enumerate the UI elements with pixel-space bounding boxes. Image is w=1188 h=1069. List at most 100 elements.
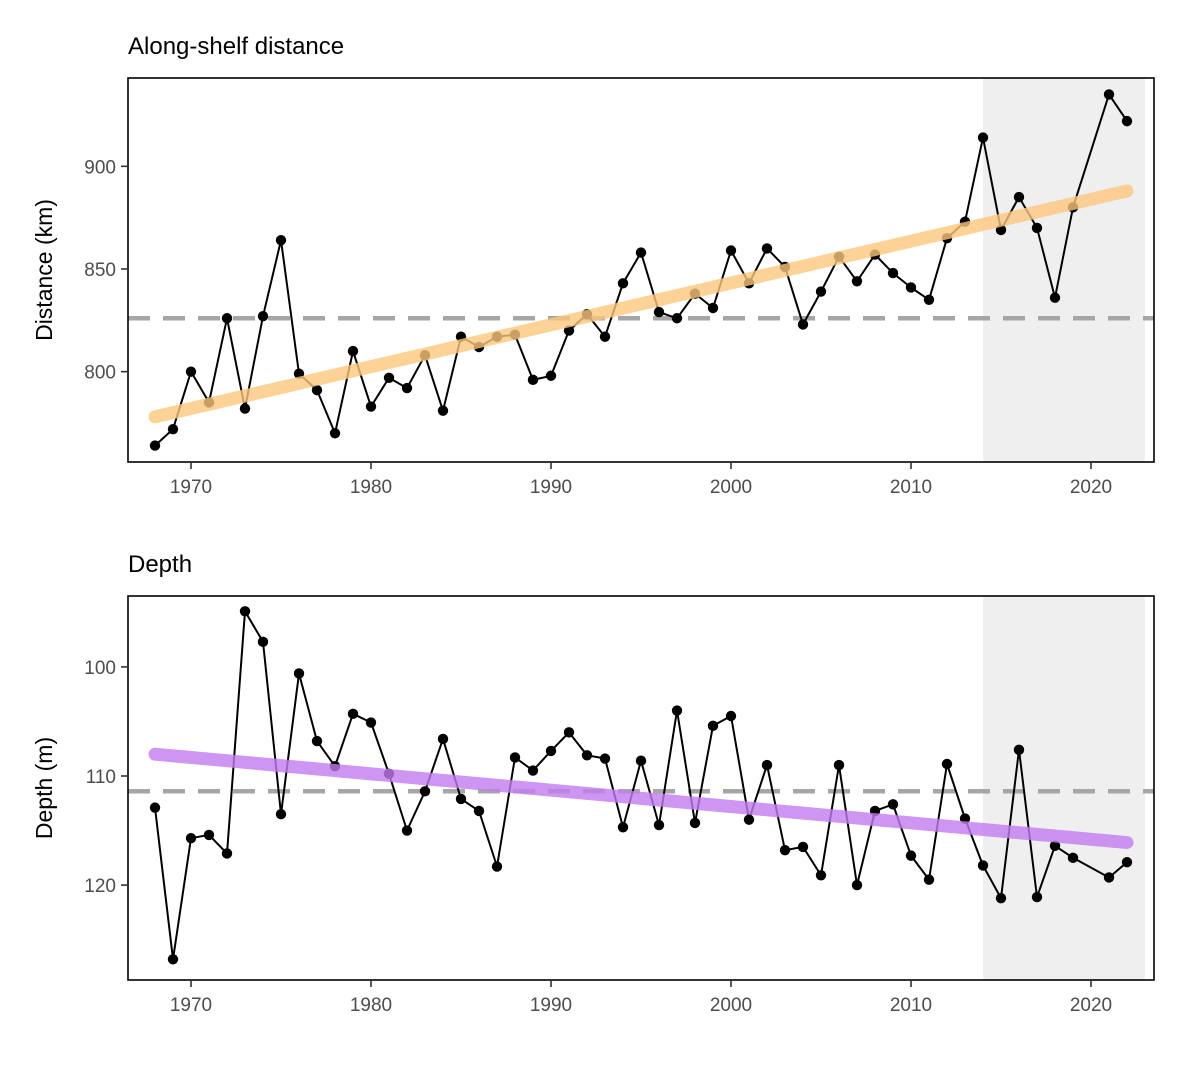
distance-point-2022 [1121,115,1133,127]
distance-point-1997 [671,313,683,324]
depth-point-1999 [707,720,719,732]
distance-point-1995 [635,247,647,258]
distance-point-1991 [563,325,575,336]
depth-point-1995 [635,755,647,766]
depth-point-2018 [1049,840,1061,852]
distance-point-1968 [149,440,161,451]
depth-point-1969 [167,954,179,965]
distance-point-1979 [347,345,359,357]
depth-x-tick-label-1990: 1990 [530,995,572,1016]
distance-x-tick-label-1970: 1970 [170,477,212,498]
depth-point-2015 [995,892,1007,904]
depth-plot-area [128,596,1154,980]
depth-y-tick-label-100: 100 [84,658,116,679]
distance-y-tick-label-800: 800 [84,363,116,384]
depth-point-1983 [419,786,431,797]
distance-point-1975 [275,235,287,246]
distance-point-1984 [437,405,449,416]
distance-point-2021 [1103,89,1115,100]
depth-trend-line [148,747,1134,850]
distance-point-2011 [923,294,935,305]
distance-point-1978 [329,428,341,439]
depth-panel-title: Depth [128,551,192,578]
distance-point-2000 [725,245,737,256]
depth-x-tick-label-1970: 1970 [170,995,212,1016]
depth-point-2000 [725,710,737,722]
depth-x-tick-label-2020: 2020 [1070,995,1112,1016]
depth-point-2016 [1013,744,1025,756]
depth-point-2012 [941,758,953,770]
distance-point-2007 [851,276,863,287]
depth-point-1990 [545,745,557,757]
distance-plot-area [128,78,1154,462]
depth-point-2019 [1067,852,1079,864]
depth-point-2006 [833,759,845,771]
depth-point-2007 [851,879,863,891]
distance-point-1993 [599,331,611,342]
distance-point-2002 [761,243,773,254]
distance-point-1973 [239,403,251,414]
distance-y-axis-title: Distance (km) [31,199,57,341]
depth-y-tick-label-120: 120 [84,876,116,897]
depth-point-1985 [455,793,467,805]
depth-point-2017 [1031,891,1043,903]
distance-x-tick-label-1990: 1990 [530,477,572,498]
distance-point-1989 [527,374,539,386]
distance-x-tick-label-2020: 2020 [1070,477,1112,498]
distance-panel-title: Along-shelf distance [128,33,344,60]
distance-point-1994 [617,278,629,289]
depth-point-2001 [743,814,755,825]
distance-point-1970 [185,366,197,377]
distance-point-2010 [905,282,917,293]
distance-series-line [154,93,1128,447]
distance-point-1969 [167,423,179,435]
depth-point-1975 [275,808,287,820]
depth-point-1970 [185,832,197,844]
depth-point-1980 [365,717,377,728]
distance-panel-border [127,77,1155,463]
depth-point-2004 [797,841,809,853]
depth-x-tick-label-2000: 2000 [710,995,752,1016]
depth-point-1973 [239,606,251,617]
distance-point-1974 [257,311,269,322]
depth-point-1982 [401,825,413,836]
distance-point-2009 [887,267,899,279]
distance-y-tick-label-900: 900 [84,157,116,178]
depth-y-tick-label-110: 110 [86,767,116,788]
distance-point-2017 [1031,222,1043,234]
depth-point-2014 [977,860,989,871]
depth-point-1979 [347,708,359,720]
distance-point-2005 [815,286,827,297]
depth-point-2010 [905,850,917,861]
depth-point-1986 [473,805,485,817]
distance-point-2014 [977,132,989,143]
distance-point-2004 [797,319,809,330]
distance-point-2018 [1049,292,1061,303]
depth-point-2021 [1103,872,1115,883]
depth-point-1991 [563,727,575,738]
depth-point-1994 [617,822,629,833]
depth-point-1998 [689,817,701,829]
depth-point-2002 [761,759,773,771]
depth-point-2009 [887,799,899,810]
depth-panel: Depth Depth (m) 1970 1980 1990 2000 2010 2020… [31,551,1155,1016]
distance-point-1981 [383,372,395,384]
distance-point-2016 [1013,191,1025,203]
depth-y-axis-title: Depth (m) [31,737,57,839]
depth-x-tick-label-1980: 1980 [350,995,392,1016]
depth-point-1989 [527,765,539,776]
distance-point-1996 [653,306,665,318]
distance-panel: Along-shelf distance Distance (km) 1970 1… [31,33,1155,498]
distance-point-1980 [365,401,377,412]
depth-point-2003 [779,844,791,856]
depth-point-2022 [1121,856,1133,868]
depth-point-1996 [653,819,665,831]
depth-point-1971 [203,829,215,841]
depth-series-line [154,610,1128,961]
depth-x-tick-label-2010: 2010 [890,995,932,1016]
depth-point-1976 [293,668,305,679]
distance-point-1990 [545,370,557,381]
distance-x-tick-label-2000: 2000 [710,477,752,498]
distance-point-1982 [401,382,413,394]
